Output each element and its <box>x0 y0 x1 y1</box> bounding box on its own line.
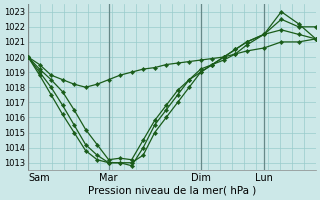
X-axis label: Pression niveau de la mer( hPa ): Pression niveau de la mer( hPa ) <box>88 186 256 196</box>
